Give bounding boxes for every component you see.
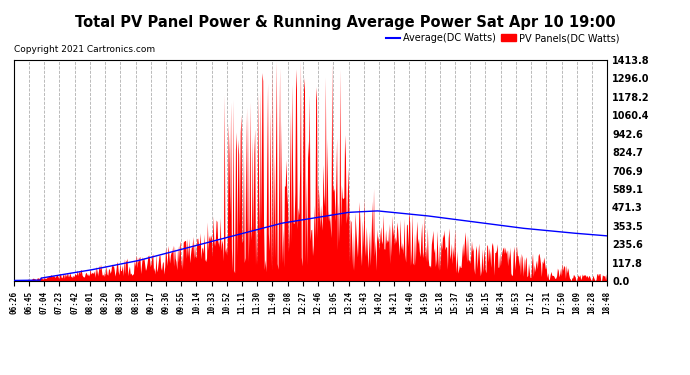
Legend: Average(DC Watts), PV Panels(DC Watts): Average(DC Watts), PV Panels(DC Watts) xyxy=(382,29,623,47)
Text: Copyright 2021 Cartronics.com: Copyright 2021 Cartronics.com xyxy=(14,45,155,54)
Text: Total PV Panel Power & Running Average Power Sat Apr 10 19:00: Total PV Panel Power & Running Average P… xyxy=(75,15,615,30)
